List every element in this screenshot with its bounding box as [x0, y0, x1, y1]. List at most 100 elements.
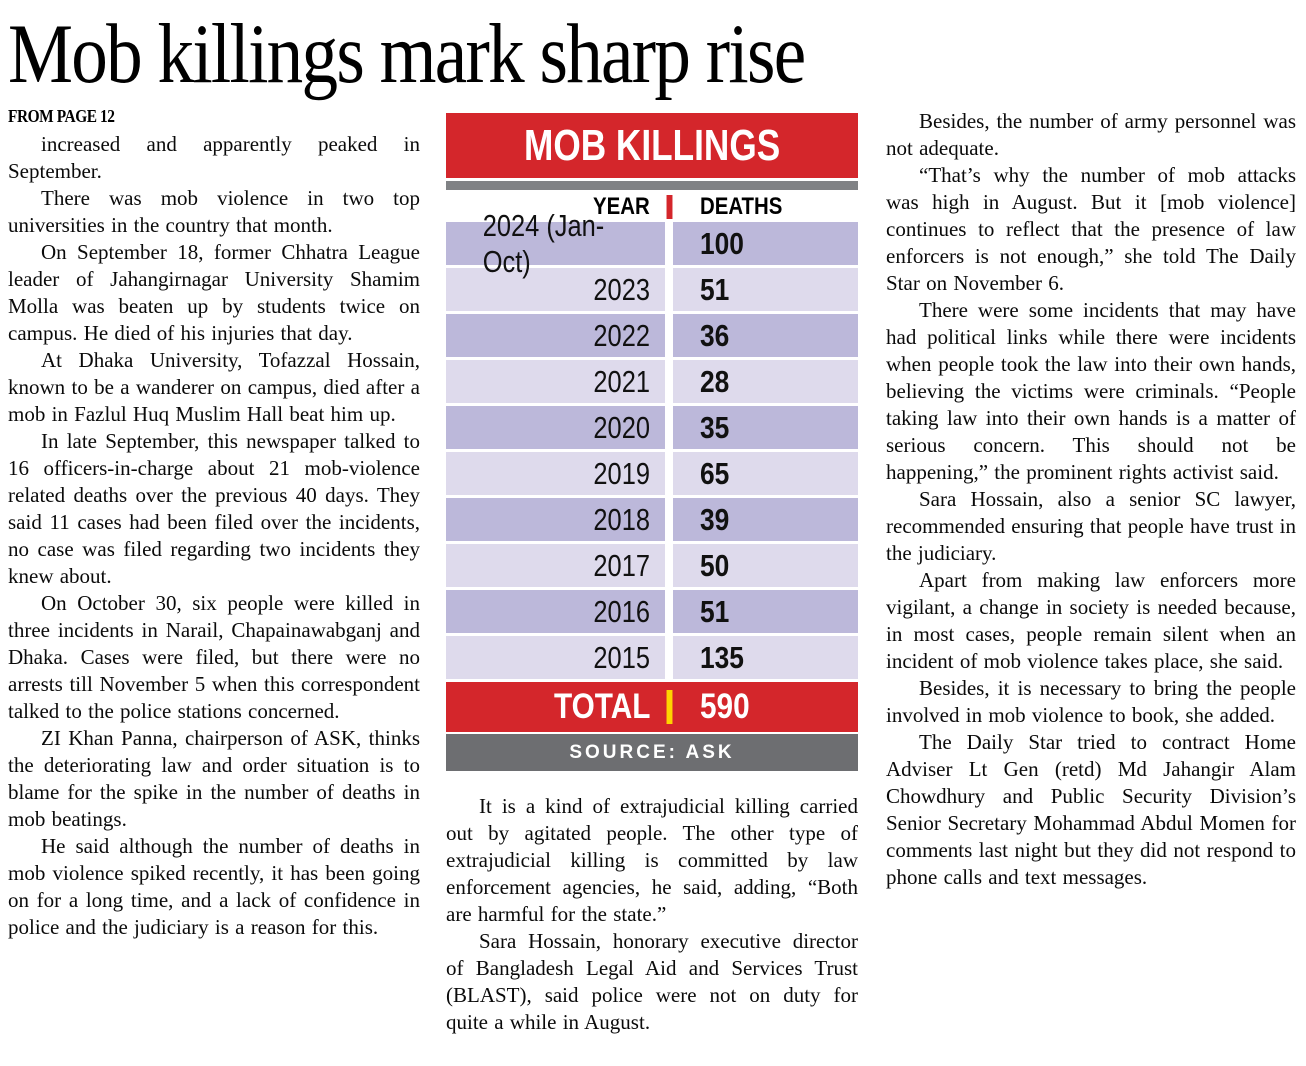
paragraph: Sara Hossain, also a senior SC lawyer, r… [886, 487, 1296, 565]
deaths-cell: 100 [673, 222, 858, 265]
year-cell: 2017 [446, 544, 665, 587]
year-cell: 2024 (Jan-Oct) [446, 208, 665, 279]
paragraph: Besides, the number of army personnel wa… [886, 109, 1296, 160]
deaths-header-cell: DEATHS [673, 191, 858, 222]
year-value: 2015 [593, 639, 650, 675]
paragraph: At Dhaka University, Tofazzal Hossain, k… [8, 348, 420, 426]
deaths-value: 28 [700, 363, 730, 399]
table-row: 2016 51 [446, 590, 858, 633]
table-row: 2020 35 [446, 406, 858, 449]
paragraph: He said although the number of deaths in… [8, 834, 420, 939]
column-3: Besides, the number of army personnel wa… [886, 108, 1296, 891]
year-cell: 2022 [446, 314, 665, 357]
total-value-cell: 590 [673, 682, 858, 732]
row-divider [665, 590, 673, 633]
year-value: 2018 [593, 501, 650, 537]
deaths-value: 65 [700, 455, 730, 491]
total-value: 590 [700, 687, 750, 726]
row-divider [665, 452, 673, 495]
year-cell: 2015 [446, 636, 665, 679]
paragraph: On September 18, former Chhatra League l… [8, 240, 420, 345]
deaths-value: 39 [700, 501, 730, 537]
headline: Mob killings mark sharp rise [8, 7, 806, 101]
deaths-cell: 28 [673, 360, 858, 403]
column-1-text: increased and apparently peaked in Septe… [8, 131, 420, 941]
yellow-divider-tick [666, 690, 672, 724]
row-divider [665, 498, 673, 541]
deaths-value: 36 [700, 317, 730, 353]
table-row: 2022 36 [446, 314, 858, 357]
row-divider [665, 222, 673, 265]
row-divider [665, 406, 673, 449]
deaths-value: 35 [700, 409, 730, 445]
paragraph: It is a kind of extrajudicial killing ca… [446, 794, 858, 926]
paragraph: The Daily Star tried to contract Home Ad… [886, 730, 1296, 889]
deaths-cell: 39 [673, 498, 858, 541]
column-2: MOB KILLINGS YEAR DEATHS [446, 113, 858, 1036]
total-divider [665, 682, 673, 732]
deaths-value: 100 [700, 225, 744, 261]
year-header-cell: YEAR [446, 191, 665, 222]
paragraph: There was mob violence in two top univer… [8, 186, 420, 237]
deaths-header-label: DEATHS [700, 192, 783, 220]
table-row: 2023 51 [446, 268, 858, 311]
deaths-cell: 135 [673, 636, 858, 679]
year-cell: 2020 [446, 406, 665, 449]
paragraph: On October 30, six people were killed in… [8, 591, 420, 723]
table-row: 2019 65 [446, 452, 858, 495]
year-cell: 2016 [446, 590, 665, 633]
column-3-text: Besides, the number of army personnel wa… [886, 108, 1296, 891]
deaths-cell: 65 [673, 452, 858, 495]
year-header-label: YEAR [593, 192, 650, 220]
total-label-cell: TOTAL [446, 682, 665, 732]
total-label: TOTAL [553, 687, 650, 726]
header-divider [665, 191, 673, 222]
from-page-kicker: FROM PAGE 12 [8, 106, 115, 126]
total-row: TOTAL 590 [446, 682, 858, 732]
table-row: 2017 50 [446, 544, 858, 587]
source-label: SOURCE: ASK [569, 741, 735, 763]
table-row: 2024 (Jan-Oct) 100 [446, 208, 858, 279]
year-value: 2024 (Jan-Oct) [482, 207, 605, 279]
paragraph: Sara Hossain, honorary executive directo… [446, 929, 858, 1034]
year-cell: 2018 [446, 498, 665, 541]
deaths-cell: 36 [673, 314, 858, 357]
row-divider [665, 268, 673, 311]
year-value: 2016 [593, 593, 650, 629]
paragraph: Apart from making law enforcers more vig… [886, 568, 1296, 673]
infographic-title: MOB KILLINGS [523, 120, 781, 170]
table-row: 2018 39 [446, 498, 858, 541]
red-divider-tick [666, 194, 672, 219]
deaths-value: 135 [700, 639, 744, 675]
paragraph: There were some incidents that may have … [886, 298, 1296, 484]
year-value: 2022 [593, 317, 650, 353]
year-value: 2021 [593, 363, 650, 399]
row-divider [665, 544, 673, 587]
year-value: 2023 [593, 271, 650, 307]
column-1: FROM PAGE 12 increased and apparently pe… [8, 106, 420, 941]
deaths-value: 50 [700, 547, 730, 583]
infographic-title-bar: MOB KILLINGS [446, 113, 858, 178]
mob-killings-infographic: MOB KILLINGS YEAR DEATHS [446, 113, 858, 771]
deaths-cell: 50 [673, 544, 858, 587]
year-value: 2020 [593, 409, 650, 445]
row-divider [665, 636, 673, 679]
paragraph: “That’s why the number of mob attacks wa… [886, 163, 1296, 295]
year-value: 2017 [593, 547, 650, 583]
year-cell: 2023 [446, 268, 665, 311]
paragraph: ZI Khan Panna, chairperson of ASK, think… [8, 726, 420, 831]
source-bar: SOURCE: ASK [446, 734, 858, 771]
year-cell: 2021 [446, 360, 665, 403]
deaths-cell: 51 [673, 590, 858, 633]
row-divider [665, 360, 673, 403]
deaths-cell: 35 [673, 406, 858, 449]
deaths-value: 51 [700, 593, 730, 629]
table-row: 2021 28 [446, 360, 858, 403]
year-value: 2019 [593, 455, 650, 491]
column-2-text: It is a kind of extrajudicial killing ca… [446, 793, 858, 1036]
paragraph: Besides, it is necessary to bring the pe… [886, 676, 1296, 727]
deaths-value: 51 [700, 271, 730, 307]
year-cell: 2019 [446, 452, 665, 495]
paragraph: In late September, this newspaper talked… [8, 429, 420, 588]
